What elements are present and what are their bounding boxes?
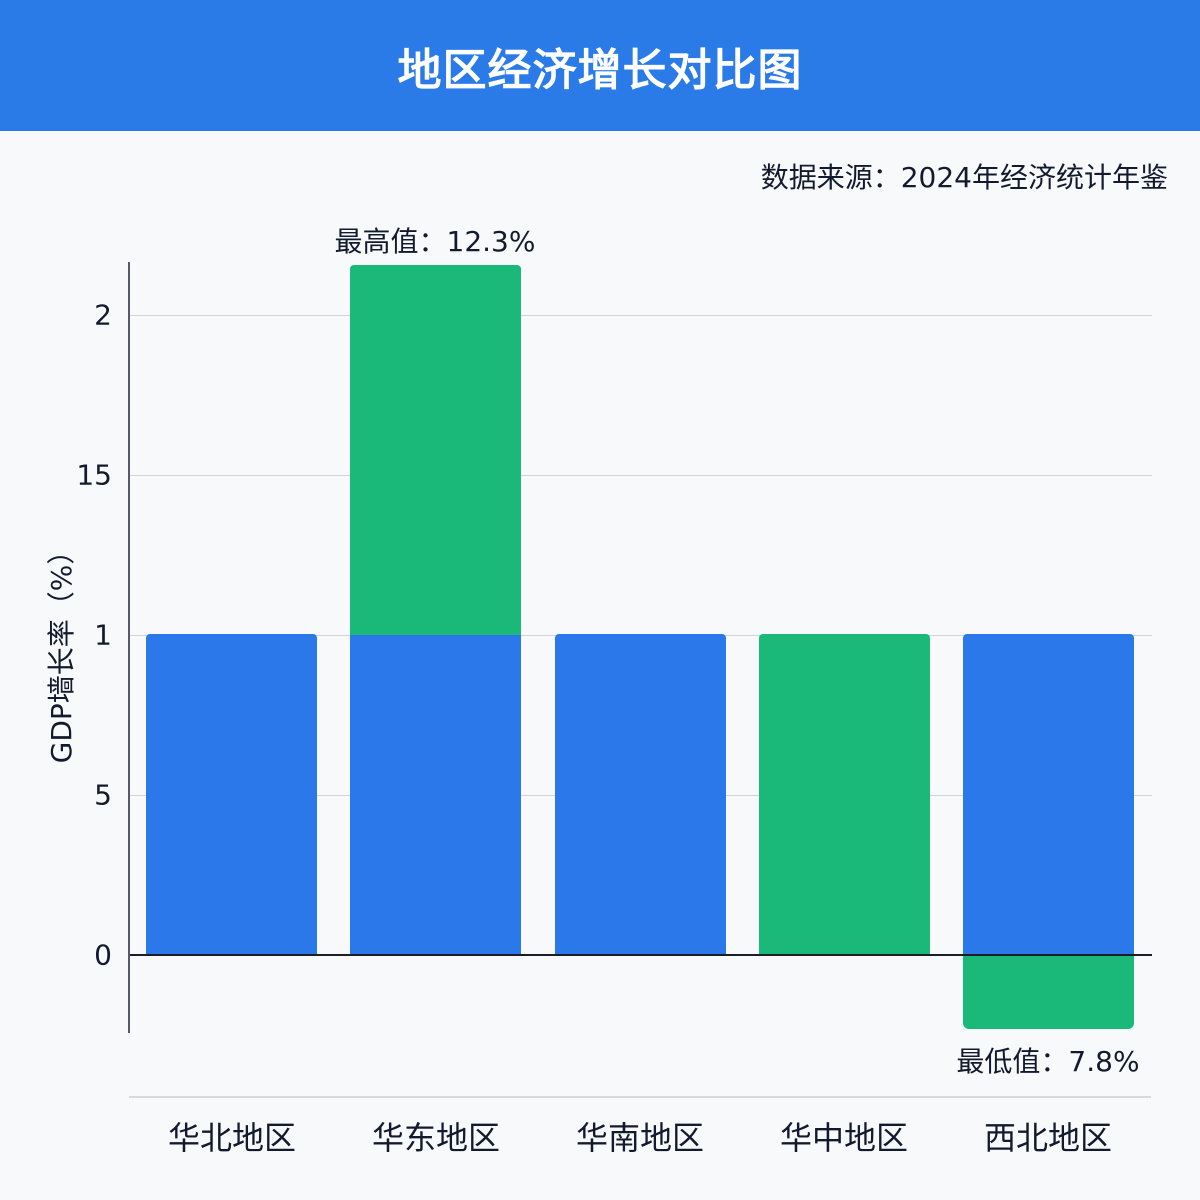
- x-axis-separator: [129, 1096, 1151, 1098]
- zero-baseline: [130, 954, 1152, 956]
- bar-huabei: [146, 634, 317, 955]
- y-axis-line: [128, 262, 130, 1033]
- gridline: [130, 315, 1152, 316]
- bar-xibei-blue-segment: [963, 634, 1134, 955]
- max-value-annotation: 最高值：12.3%: [334, 225, 536, 258]
- x-tick-label: 西北地区: [983, 1119, 1112, 1157]
- min-value-annotation: 最低值：7.8%: [956, 1045, 1140, 1078]
- x-tick-label: 华南地区: [575, 1119, 704, 1157]
- x-tick-label: 华东地区: [371, 1119, 500, 1157]
- bar-huazhong: [759, 634, 930, 955]
- bar-huanan: [555, 634, 726, 955]
- x-tick-label: 华中地区: [779, 1119, 908, 1157]
- gridline: [130, 475, 1152, 476]
- y-tick-label: 5: [94, 778, 112, 812]
- x-tick-label: 华北地区: [167, 1119, 296, 1157]
- chart-title: 地区经济增长对比图: [397, 44, 803, 96]
- bar-xibei-green-segment: [963, 956, 1134, 1029]
- y-tick-label: 0: [94, 938, 112, 972]
- title-banner: 地区经济增长对比图: [0, 0, 1200, 131]
- y-tick-label: 2: [94, 298, 112, 332]
- y-axis-title: GDP墙长率（%）: [45, 536, 78, 764]
- data-source-note: 数据来源：2024年经济统计年鉴: [760, 161, 1168, 194]
- bar-huadong-blue-segment: [350, 635, 521, 955]
- bar-huadong-green-segment: [350, 265, 521, 635]
- y-tick-label: 15: [76, 458, 112, 492]
- y-tick-label: 1: [94, 618, 112, 652]
